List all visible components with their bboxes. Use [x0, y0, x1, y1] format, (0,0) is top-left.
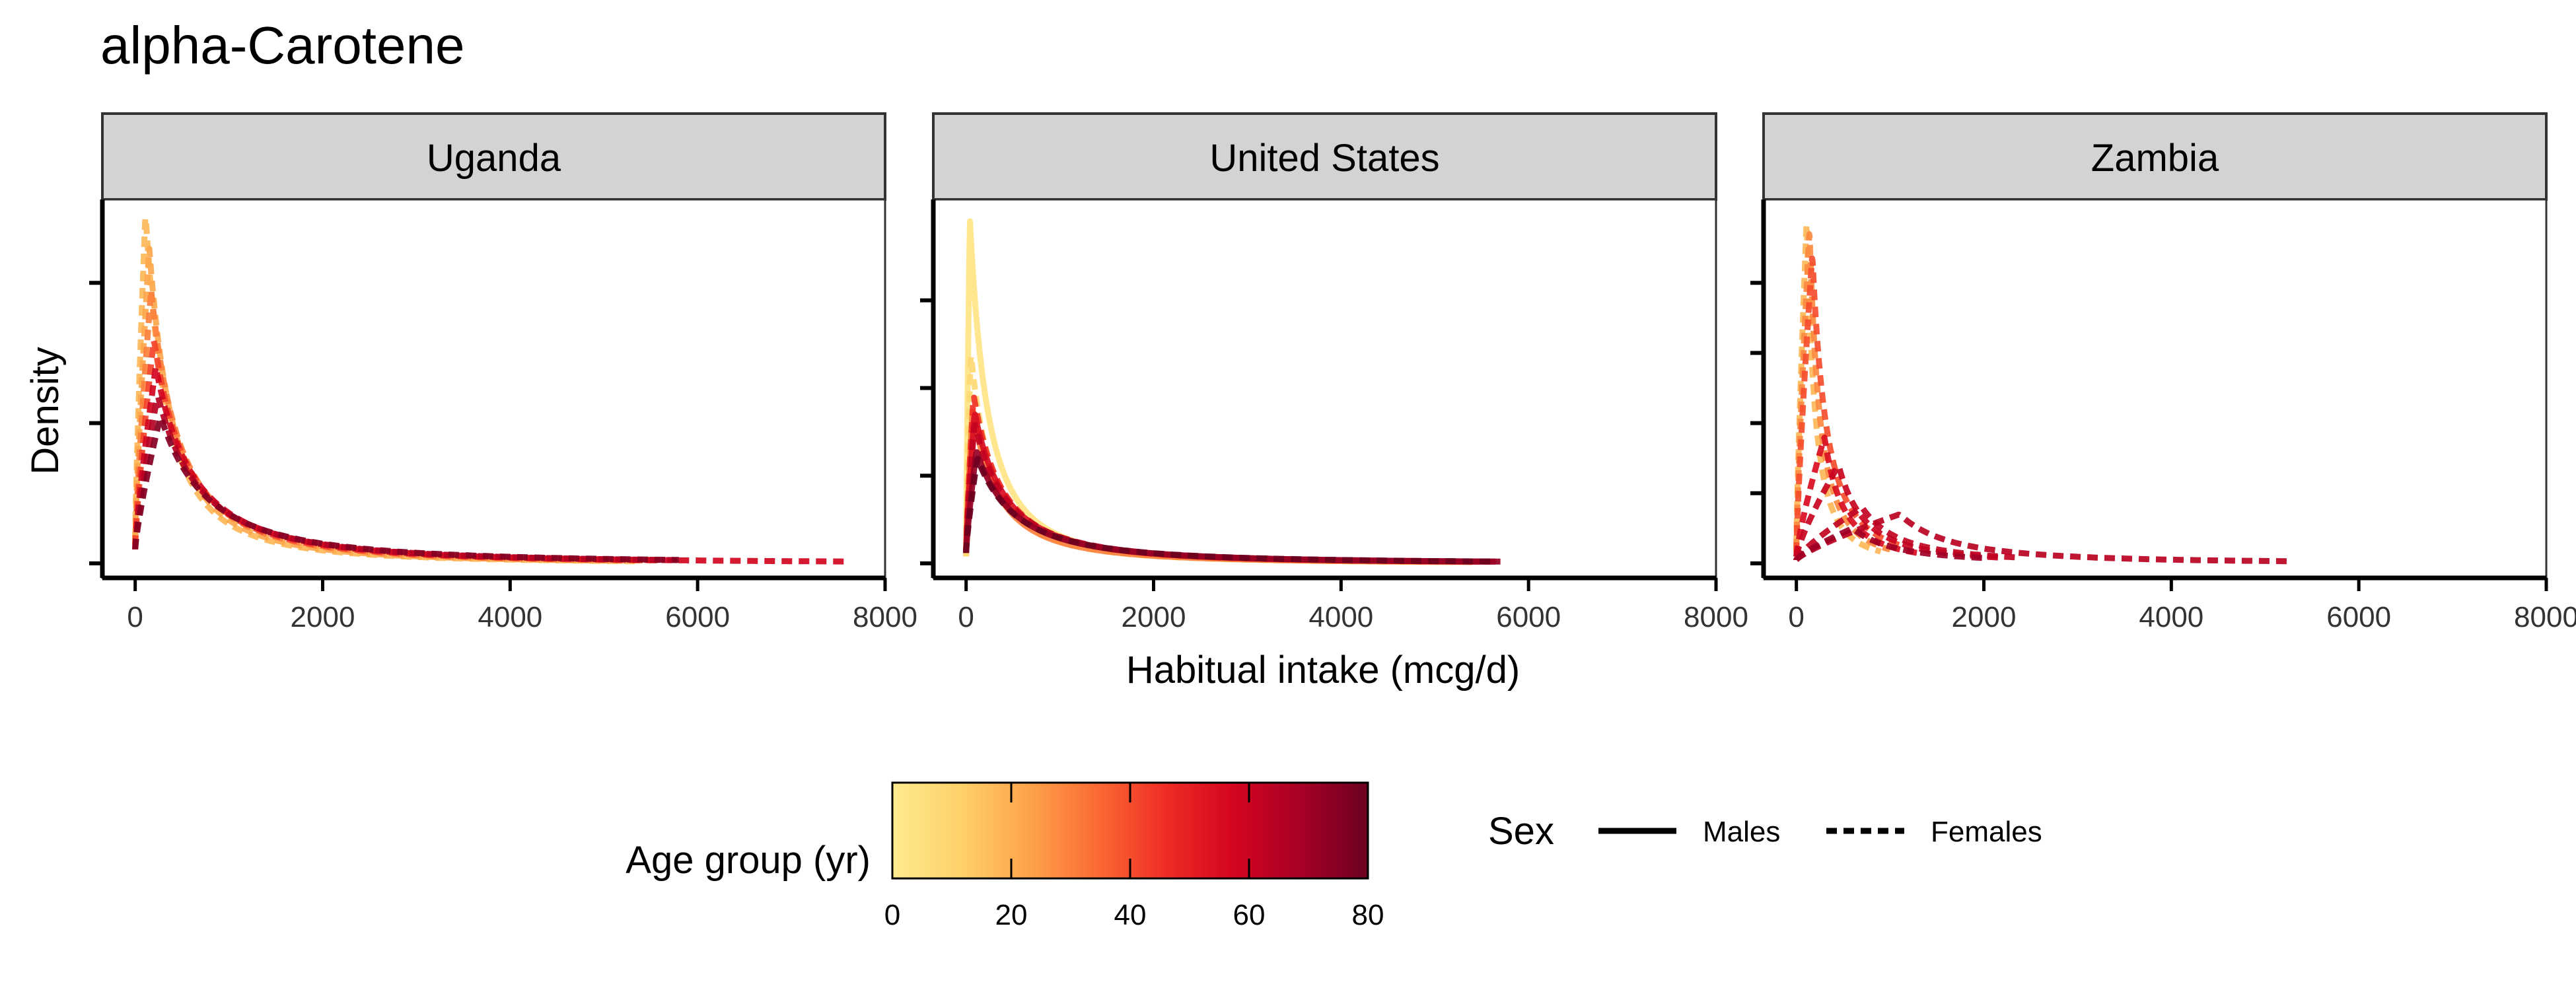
colorbar-tick-label: 60: [1233, 899, 1266, 931]
x-tick-label: 8000: [2514, 601, 2576, 633]
legend-sex-entries: Males Females: [1598, 816, 2042, 848]
panel-border: [932, 198, 1717, 579]
panel-curves: [1793, 221, 2293, 565]
panel-curves: [132, 215, 848, 565]
x-tick-label: 8000: [1684, 601, 1748, 633]
y-axis-label: Density: [24, 347, 67, 474]
legend-sex-title: Sex: [1488, 810, 1554, 853]
x-tick-label: 0: [958, 601, 974, 633]
x-tick-label: 4000: [2139, 601, 2203, 633]
x-tick-label: 8000: [853, 601, 917, 633]
colorbar-tick-label: 80: [1352, 899, 1384, 931]
x-axis-label: Habitual intake (mcg/d): [1126, 649, 1520, 692]
legend-sex-label: Males: [1703, 816, 1780, 848]
series-line: [1793, 525, 1985, 563]
facet-strip: [932, 112, 1717, 201]
panel-0: Uganda 0 2000 4000 6000 8000: [89, 112, 917, 633]
series-line: [1793, 463, 2003, 561]
x-tick-label: 6000: [2326, 601, 2391, 633]
series-line: [963, 456, 1496, 565]
panels: Uganda 0 2000 4000 6000 8000 United States 0 200…: [89, 112, 2576, 633]
colorbar-tick-label: 40: [1114, 899, 1147, 931]
facet-strip-label: Zambia: [2091, 137, 2219, 180]
series-line: [132, 246, 623, 564]
chart-title: alpha-Carotene: [100, 16, 464, 75]
series-line: [1793, 511, 2293, 565]
x-tick-label: 6000: [665, 601, 730, 633]
panel-1: United States 0 2000 4000 6000 8000: [920, 112, 1748, 633]
colorbar-tick-label: 0: [884, 899, 900, 931]
series-line: [132, 394, 679, 563]
facet-strip-label: United States: [1209, 137, 1439, 180]
colorbar-tick-label: 20: [995, 899, 1028, 931]
legend-sex-label: Females: [1931, 816, 2042, 848]
series-line: [132, 337, 661, 563]
legend-age-title: Age group (yr): [626, 839, 871, 882]
x-tick-label: 2000: [1952, 601, 2017, 633]
legend-age-ticks: 0 20 40 60 80: [884, 783, 1384, 931]
series-line: [963, 449, 1501, 565]
x-tick-label: 2000: [291, 601, 355, 633]
facet-strip-label: Uganda: [427, 137, 561, 180]
x-tick-label: 0: [127, 601, 143, 633]
panel-curves: [963, 218, 1501, 565]
x-tick-label: 2000: [1122, 601, 1186, 633]
facet-strip: [101, 112, 886, 201]
x-tick-label: 4000: [1308, 601, 1373, 633]
x-tick-label: 4000: [478, 601, 542, 633]
legend: Age group (yr) 0 20 40 60 80 Sex Males Female…: [626, 781, 2042, 931]
series-line: [132, 414, 679, 563]
facet-strip: [1762, 112, 2548, 201]
panel-2: Zambia 0 2000 4000 6000 8000: [1750, 112, 2576, 633]
x-tick-label: 6000: [1496, 601, 1561, 633]
x-tick-label: 0: [1788, 601, 1804, 633]
panel-border: [101, 198, 886, 579]
